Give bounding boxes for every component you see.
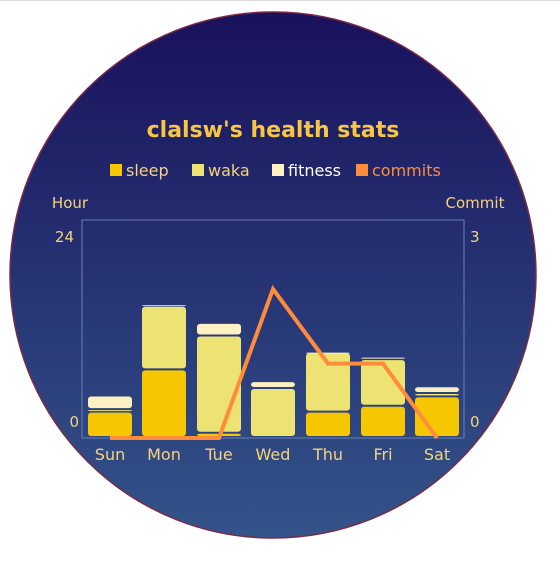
legend-swatch-fitness xyxy=(272,164,284,176)
legend-swatch-commits xyxy=(356,164,368,176)
legend-label-sleep: sleep xyxy=(126,161,169,180)
x-tick-mon: Mon xyxy=(147,445,181,464)
legend-swatch-waka xyxy=(192,164,204,176)
bar-waka-thu xyxy=(306,353,350,411)
bar-waka-mon xyxy=(142,306,186,369)
legend-item-fitness: fitness xyxy=(272,161,341,180)
y-left-tick-min: 0 xyxy=(69,413,79,431)
x-tick-sun: Sun xyxy=(95,445,125,464)
bar-sleep-sat xyxy=(415,397,459,436)
bar-waka-wed xyxy=(251,388,295,436)
plot-frame xyxy=(81,219,465,439)
bar-fitness-wed xyxy=(251,382,295,387)
bar-waka-fri xyxy=(361,360,405,405)
x-tick-thu: Thu xyxy=(312,445,343,464)
legend-swatch-sleep xyxy=(110,164,122,176)
y-left-tick-max: 24 xyxy=(55,228,74,246)
bar-sleep-thu xyxy=(306,412,350,436)
bar-waka-sun xyxy=(88,410,132,412)
y-axis-right-label: Commit xyxy=(446,194,505,212)
legend-item-sleep: sleep xyxy=(110,161,169,180)
bar-fitness-thu xyxy=(306,352,350,354)
legend-label-waka: waka xyxy=(208,161,250,180)
y-right-tick-max: 3 xyxy=(470,228,480,246)
legend-label-commits: commits xyxy=(372,161,441,180)
bar-fitness-sun xyxy=(88,396,132,409)
x-tick-wed: Wed xyxy=(256,445,291,464)
commits-line xyxy=(110,284,439,440)
bar-waka-sat xyxy=(415,394,459,396)
legend-item-waka: waka xyxy=(192,161,250,180)
y-axis-left-label: Hour xyxy=(52,194,89,212)
legend-label-fitness: fitness xyxy=(288,161,341,180)
bar-fitness-sat xyxy=(415,387,459,393)
legend-item-commits: commits xyxy=(356,161,441,180)
x-tick-fri: Fri xyxy=(373,445,392,464)
bar-sleep-fri xyxy=(361,406,405,436)
bar-sleep-sun xyxy=(88,412,132,436)
chart-title: clalsw's health stats xyxy=(147,118,400,143)
y-right-tick-min: 0 xyxy=(470,413,480,431)
x-tick-sat: Sat xyxy=(424,445,450,464)
legend: sleep waka fitness commits xyxy=(110,161,441,180)
x-tick-tue: Tue xyxy=(204,445,232,464)
bar-fitness-tue xyxy=(197,323,241,335)
bar-fitness-fri xyxy=(361,357,405,359)
bar-fitness-mon xyxy=(142,305,186,307)
bars xyxy=(88,305,459,436)
background-circle xyxy=(9,11,537,539)
bar-waka-tue xyxy=(197,336,241,432)
x-axis-labels: Sun Mon Tue Wed Thu Fri Sat xyxy=(95,445,450,464)
bar-sleep-mon xyxy=(142,370,186,436)
top-divider xyxy=(0,0,560,1)
